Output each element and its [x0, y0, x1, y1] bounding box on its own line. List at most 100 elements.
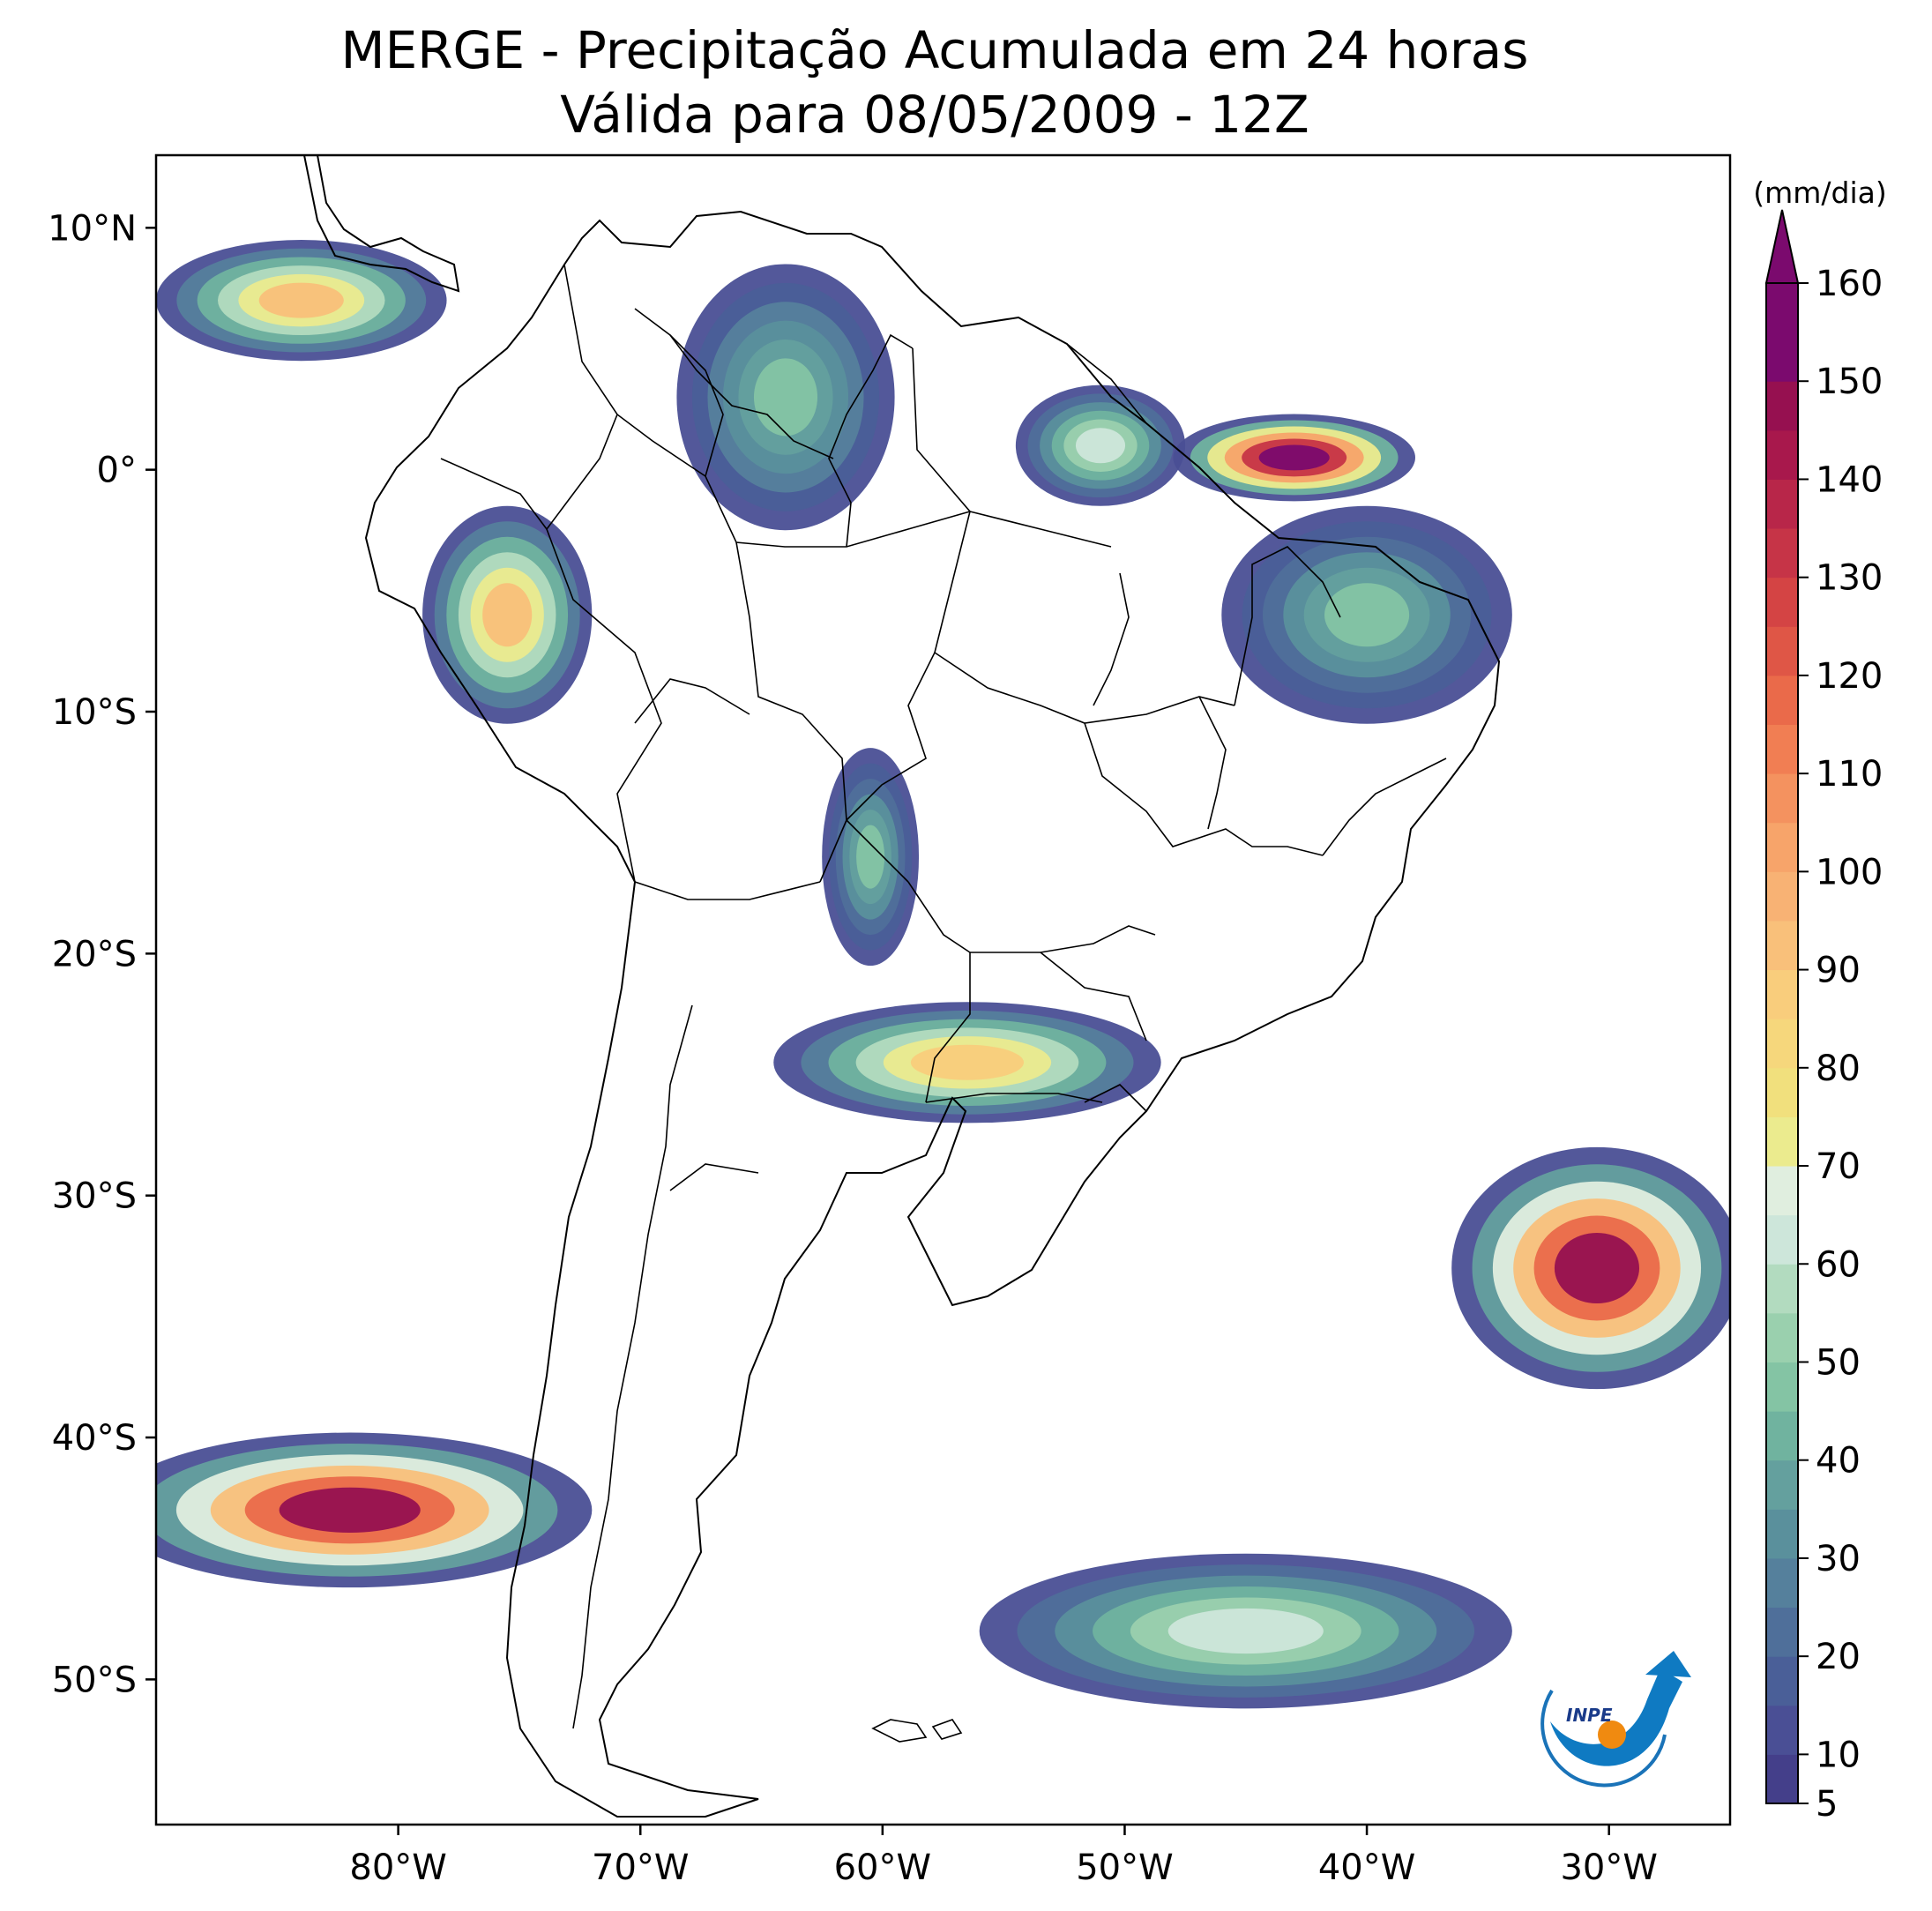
colorbar-tick-label-5: 50	[1816, 1342, 1861, 1383]
colorbar-tick-label-8: 80	[1816, 1049, 1861, 1089]
lat-tick-label-4: 30°S	[52, 1176, 137, 1217]
precip-area-10-band-5	[258, 282, 344, 318]
colorbar-band-14	[1766, 1067, 1798, 1117]
precip-area-8	[156, 1432, 593, 1588]
lat-tick-label-5: 40°S	[52, 1418, 137, 1459]
precip-area-7-band-5	[1554, 1232, 1640, 1304]
precip-area-5	[822, 748, 920, 967]
colorbar-band-9	[1766, 1312, 1798, 1362]
precip-area-6-band-5	[910, 1044, 1025, 1080]
colorbar-tick-label-15: 150	[1816, 362, 1883, 402]
precip-area-1-band-5	[1075, 428, 1126, 464]
colorbar-band-2	[1766, 1656, 1798, 1706]
precip-area-0-band-5	[753, 358, 818, 437]
colorbar-frame	[1765, 282, 1799, 1804]
colorbar-tick-label-10: 100	[1816, 852, 1883, 892]
colorbar-band-24	[1766, 577, 1798, 627]
colorbar-band-21	[1766, 724, 1798, 774]
lat-tick-label-1: 0°	[97, 451, 137, 491]
precip-area-0	[676, 264, 895, 531]
precip-area-9-band-5	[1167, 1608, 1324, 1654]
colorbar-band-18	[1766, 871, 1798, 922]
colorbar-tick-label-1: 10	[1816, 1735, 1861, 1775]
colorbar-band-20	[1766, 773, 1798, 824]
lon-tick-label-5: 30°W	[1560, 1848, 1657, 1888]
colorbar-ticks: 5 10 20 30 40 50 60 70 80 90 100 110 120 130 140 150 160	[1798, 264, 1883, 1825]
precip-area-9	[979, 1553, 1512, 1709]
lon-tick-label-4: 40°W	[1318, 1848, 1415, 1888]
precip-area-5-band-5	[856, 825, 885, 889]
colorbar-band-15	[1766, 1019, 1798, 1069]
lon-tick-label-2: 60°W	[834, 1848, 931, 1888]
lat-tick-label-6: 50°S	[52, 1660, 137, 1700]
precip-area-10	[156, 240, 447, 362]
latitude-axis: 10°N 0° 10°S 20°S 30°S 40°S 50°S	[48, 208, 156, 1700]
colorbar-tick-label-3: 30	[1816, 1539, 1861, 1579]
lon-tick-label-1: 70°W	[592, 1848, 689, 1888]
figure-title-line1: MERGE - Precipitação Acumulada em 24 hor…	[341, 20, 1529, 80]
precip-area-2	[1173, 414, 1415, 502]
falkland-islands	[871, 1719, 963, 1743]
precip-area-6	[773, 1002, 1161, 1123]
colorbar-band-7	[1766, 1411, 1798, 1461]
precip-area-4	[422, 505, 593, 724]
colorbar-band-28	[1766, 381, 1798, 431]
figure-title-line2: Válida para 08/05/2009 - 12Z	[560, 85, 1309, 145]
south-america-coastline	[364, 210, 1501, 1818]
map-panel: 10°N 0° 10°S 20°S 30°S 40°S 50°S 80°W 70°W 60°W 5…	[48, 153, 1732, 1888]
colorbar-bands	[1766, 283, 1798, 1804]
lat-tick-label-2: 10°S	[52, 692, 137, 733]
precip-area-1	[1015, 384, 1186, 506]
longitude-axis: 80°W 70°W 60°W 50°W 40°W 30°W	[349, 1825, 1658, 1888]
precip-area-7	[1451, 1146, 1730, 1390]
precip-area-2-band-5	[1258, 444, 1330, 471]
colorbar-band-11	[1766, 1214, 1798, 1265]
colorbar-tick-label-4: 40	[1816, 1441, 1861, 1482]
lat-tick-label-3: 20°S	[52, 934, 137, 974]
lat-tick-label-0: 10°N	[48, 208, 137, 249]
precip-area-3-band-5	[1324, 583, 1410, 647]
map-frame	[154, 153, 1732, 1826]
inpe-logo: INPE	[1540, 1651, 1691, 1788]
colorbar: (mm/dia) 5 10 20 30 40 50 60 70 80 90 100 110 120 130…	[1753, 175, 1887, 1825]
inpe-logo-arrow-head	[1645, 1651, 1691, 1677]
colorbar-band-8	[1766, 1362, 1798, 1412]
inpe-logo-ring	[1540, 1689, 1667, 1788]
colorbar-extend-arrow	[1764, 209, 1800, 284]
inpe-logo-text: INPE	[1566, 1705, 1613, 1726]
colorbar-tick-label-0: 5	[1816, 1784, 1838, 1825]
colorbar-tick-label-14: 140	[1816, 459, 1883, 500]
colorbar-tick-label-2: 20	[1816, 1637, 1861, 1677]
inpe-logo-swoosh	[1550, 1668, 1682, 1766]
colorbar-tick-label-9: 90	[1816, 951, 1861, 991]
colorbar-tick-label-16: 160	[1816, 264, 1883, 304]
colorbar-band-22	[1766, 675, 1798, 726]
colorbar-band-13	[1766, 1116, 1798, 1167]
inpe-logo-sun	[1598, 1721, 1626, 1749]
precip-area-4-band-5	[482, 583, 533, 647]
precip-area-8-band-5	[279, 1487, 421, 1533]
country-borders	[440, 264, 1447, 1729]
colorbar-band-1	[1766, 1705, 1798, 1755]
colorbar-tick-label-7: 70	[1816, 1146, 1861, 1187]
colorbar-band-26	[1766, 479, 1798, 529]
colorbar-band-10	[1766, 1264, 1798, 1314]
colorbar-band-12	[1766, 1166, 1798, 1216]
colorbar-band-17	[1766, 920, 1798, 971]
colorbar-unit-label: (mm/dia)	[1753, 175, 1887, 210]
precip-area-3	[1221, 505, 1512, 724]
colorbar-band-0	[1766, 1754, 1798, 1804]
colorbar-band-5	[1766, 1509, 1798, 1559]
lon-tick-label-3: 50°W	[1076, 1848, 1173, 1888]
colorbar-band-6	[1766, 1459, 1798, 1510]
colorbar-band-16	[1766, 969, 1798, 1019]
colorbar-band-19	[1766, 822, 1798, 872]
colorbar-band-3	[1766, 1607, 1798, 1657]
colorbar-band-30	[1766, 283, 1798, 333]
colorbar-band-27	[1766, 429, 1798, 480]
colorbar-tick-label-12: 120	[1816, 656, 1883, 697]
colorbar-band-25	[1766, 528, 1798, 579]
colorbar-band-23	[1766, 626, 1798, 676]
colorbar-tick-label-6: 60	[1816, 1244, 1861, 1285]
